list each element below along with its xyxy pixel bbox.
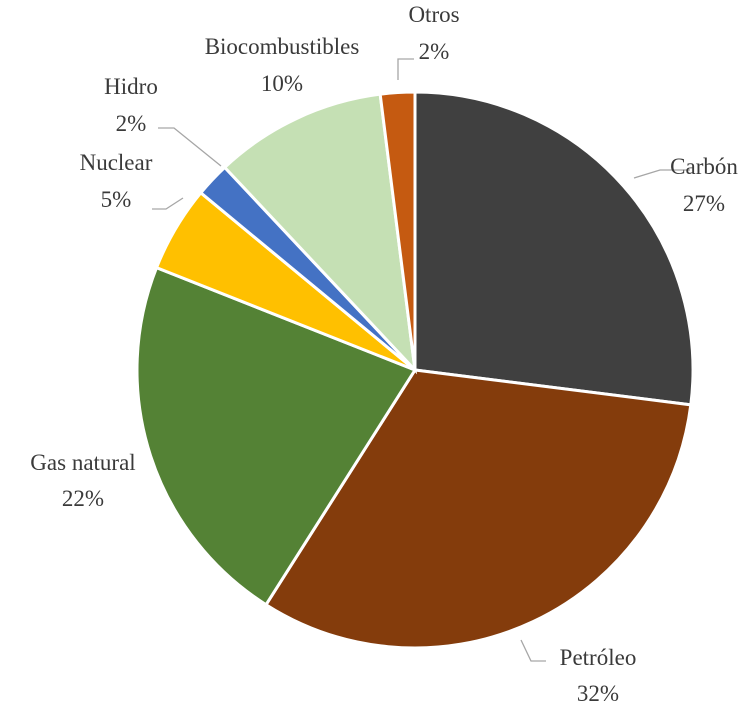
slice-category-label: Petróleo xyxy=(560,645,637,670)
pie-slice-carbón xyxy=(413,90,695,407)
slice-category-label: Otros xyxy=(408,2,459,27)
pie-slice-biocombustibles xyxy=(222,92,418,375)
leader-line xyxy=(397,58,414,80)
slice-category-label: Hidro xyxy=(104,74,158,99)
leader-lines xyxy=(152,58,690,662)
slice-category-label: Gas natural xyxy=(30,450,135,475)
leader-line xyxy=(152,197,184,210)
slice-category-label: Biocombustibles xyxy=(205,34,360,59)
slice-percent-label: 10% xyxy=(261,71,303,96)
slice-percent-label: 2% xyxy=(116,111,147,136)
leader-line xyxy=(633,169,690,179)
slice-category-label: Nuclear xyxy=(80,150,153,175)
leader-line xyxy=(520,639,546,662)
slice-category-label: Carbón xyxy=(670,154,738,179)
slice-percent-label: 27% xyxy=(683,191,725,216)
slice-percent-label: 22% xyxy=(62,486,104,511)
pie-slices xyxy=(135,90,695,650)
pie-slice-gas-natural xyxy=(135,265,418,607)
leader-line xyxy=(158,127,222,167)
pie-slice-otros xyxy=(378,90,417,371)
slice-percent-label: 5% xyxy=(101,187,132,212)
slice-percent-label: 32% xyxy=(577,681,619,706)
slice-percent-label: 2% xyxy=(419,39,450,64)
slice-labels: Carbón 27% Petróleo 32% Gas natural 22% Nuclea… xyxy=(30,2,738,706)
